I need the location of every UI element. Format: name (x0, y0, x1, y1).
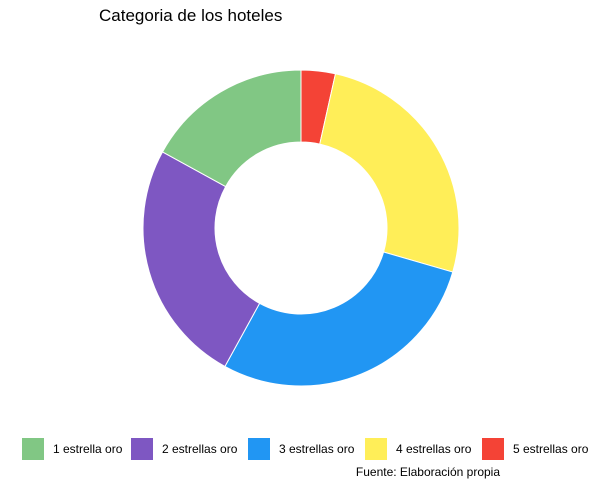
legend-label: 3 estrellas oro (279, 442, 355, 456)
legend-label: 4 estrellas oro (396, 442, 472, 456)
legend-label: 2 estrellas oro (162, 442, 238, 456)
legend-item-3-estrellas-oro: 3 estrellas oro (248, 436, 354, 462)
donut-slice-1-estrella-oro (161, 69, 302, 188)
legend-label: 5 estrellas oro (513, 442, 589, 456)
legend-swatch (248, 438, 270, 460)
donut-slice-2-estrellas-oro (142, 151, 261, 368)
legend-label: 1 estrella oro (53, 442, 123, 456)
donut-slice-3-estrellas-oro (224, 251, 454, 387)
donut-chart (142, 69, 460, 387)
legend-swatch (131, 438, 153, 460)
legend-swatch (365, 438, 387, 460)
legend-item-2-estrellas-oro: 2 estrellas oro (131, 436, 237, 462)
legend-item-1-estrella-oro: 1 estrella oro (22, 436, 122, 462)
legend-item-4-estrellas-oro: 4 estrellas oro (365, 436, 471, 462)
legend-swatch (22, 438, 44, 460)
legend-item-5-estrellas-oro: 5 estrellas oro (482, 436, 588, 462)
donut-slice-4-estrellas-oro (319, 73, 460, 273)
chart-title: Categoria de los hoteles (99, 6, 283, 25)
legend-swatch (482, 438, 504, 460)
chart-caption: Fuente: Elaboración propia (355, 465, 500, 479)
legend: 1 estrella oro 2 estrellas oro 3 estrellas… (0, 436, 603, 462)
